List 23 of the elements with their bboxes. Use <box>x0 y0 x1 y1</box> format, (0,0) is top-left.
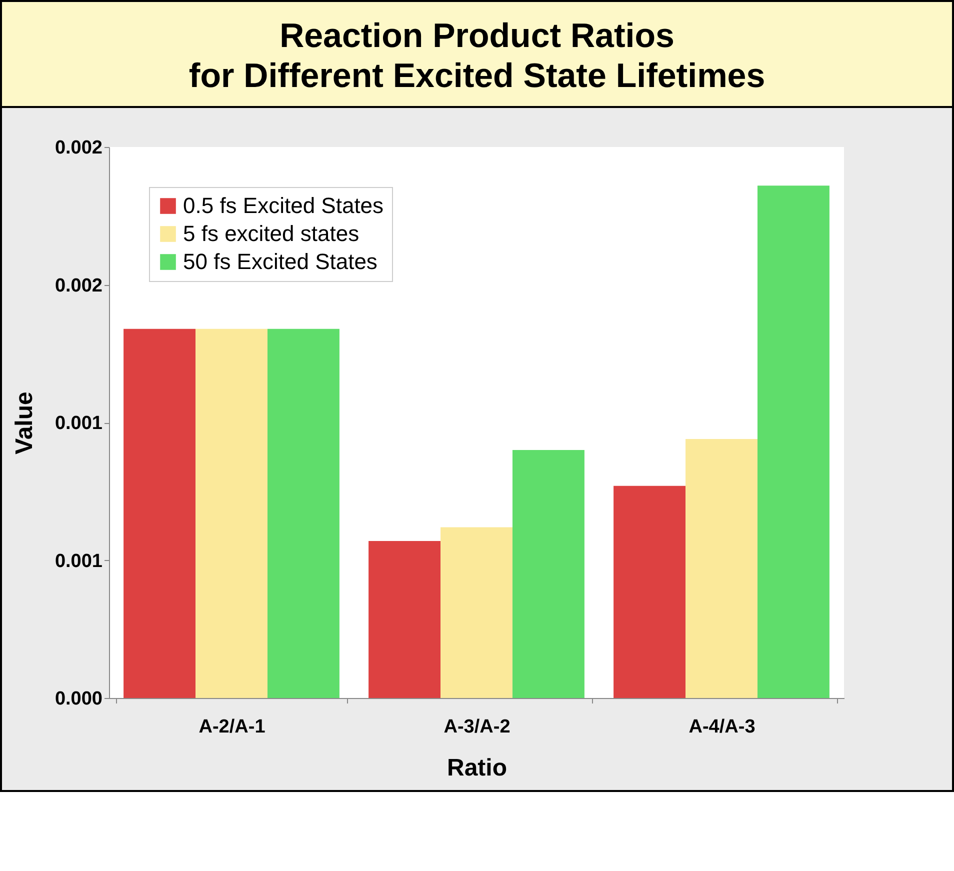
bar <box>512 450 584 698</box>
bar <box>757 186 830 698</box>
y-axis-title: Value <box>10 392 38 454</box>
bar <box>614 486 686 698</box>
x-tick-label: A-4/A-3 <box>688 716 756 738</box>
bar <box>440 527 512 698</box>
bar <box>196 328 268 698</box>
legend-label: 5 fs excited states <box>183 221 360 246</box>
x-axis-title: Ratio <box>447 754 507 782</box>
chart-title: Reaction Product Ratios for Different Excited State Lifetimes <box>2 2 952 108</box>
bar <box>267 328 340 698</box>
y-tick-label: 0.002 <box>54 138 102 158</box>
y-tick-label: 0.002 <box>54 275 102 296</box>
legend-label: 50 fs Excited States <box>183 249 378 274</box>
y-tick-label: 0.001 <box>54 413 103 434</box>
y-tick-label: 0.000 <box>54 688 102 710</box>
y-tick-label: 0.001 <box>54 550 103 572</box>
bar <box>686 439 758 698</box>
legend-label: 0.5 fs Excited States <box>183 193 384 218</box>
bar <box>124 328 196 698</box>
bar <box>368 540 441 698</box>
x-tick-label: A-3/A-2 <box>444 716 510 738</box>
x-tick-label: A-2/A-1 <box>198 716 266 738</box>
